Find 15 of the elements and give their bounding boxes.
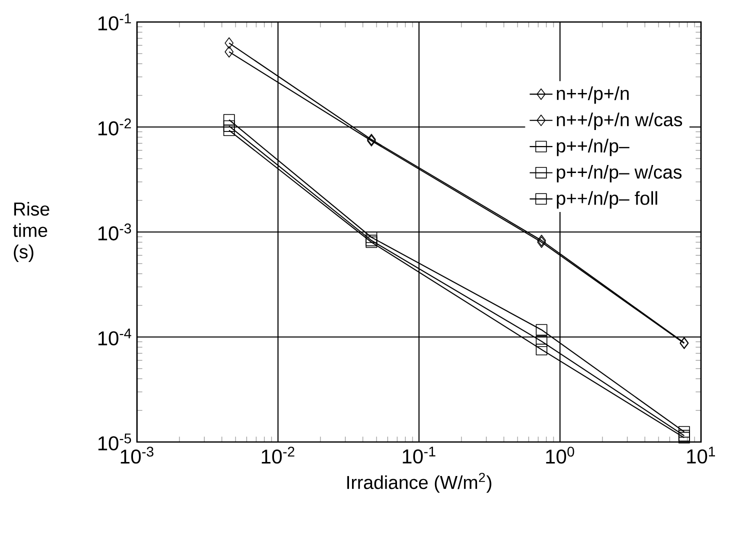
x-tick-label: 10$^{-2}$	[262, 446, 294, 464]
y-tick-label: 10$^{-3}$	[98, 224, 132, 240]
y-tick-label: 10$^{-1}$	[98, 14, 131, 30]
legend-label: p++/n/p– foll	[556, 191, 658, 209]
x-axis-title: Irradiance (W/m$^{2}$)	[347, 472, 492, 493]
y-axis-title: Rise time (s)	[13, 202, 50, 262]
y-tick-label: 10$^{-4}$	[98, 328, 132, 346]
legend-label: n++/p+/n	[556, 86, 629, 104]
x-tick-label: 10$^{1}$	[687, 446, 715, 464]
x-tick-label: 10$^{-1}$	[402, 446, 436, 464]
legend-label: n++/p+/n w/cas	[556, 112, 682, 130]
y-tick-label: 10$^{-2}$	[98, 118, 131, 136]
legend-label: p++/n/p– w/cas	[556, 164, 682, 182]
legend-label: p++/n/p–	[556, 138, 630, 156]
x-tick-label: 10$^{0}$	[546, 446, 574, 464]
